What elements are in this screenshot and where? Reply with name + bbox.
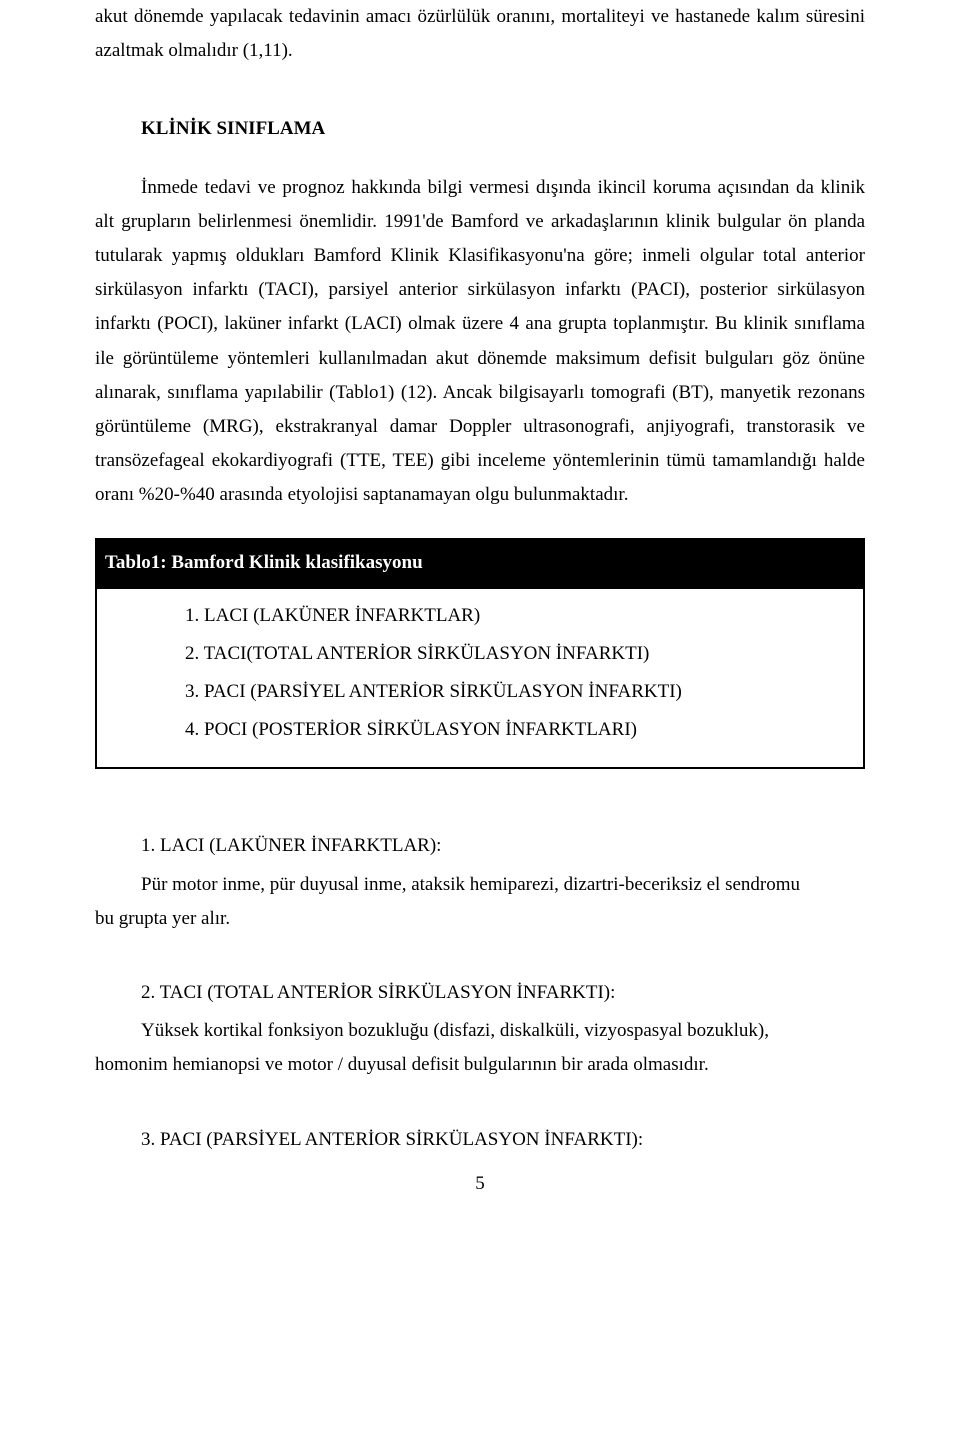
- table-body: 1. LACI (LAKÜNER İNFARKTLAR) 2. TACI(TOT…: [97, 589, 863, 768]
- sub-body-2-line2: homonim hemianopsi ve motor / duyusal de…: [95, 1048, 865, 1082]
- subsection-laci: 1. LACI (LAKÜNER İNFARKTLAR): Pür motor …: [95, 829, 865, 936]
- subsection-taci: 2. TACI (TOTAL ANTERİOR SİRKÜLASYON İNFA…: [95, 976, 865, 1083]
- sub-body-1-line1: Pür motor inme, pür duyusal inme, ataksi…: [95, 868, 865, 902]
- table-row: 4. POCI (POSTERİOR SİRKÜLASYON İNFARKTLA…: [105, 711, 855, 749]
- table-row: 2. TACI(TOTAL ANTERİOR SİRKÜLASYON İNFAR…: [105, 635, 855, 673]
- table-bamford: Tablo1: Bamford Klinik klasifikasyonu 1.…: [95, 538, 865, 769]
- sub-heading-3: 3. PACI (PARSİYEL ANTERİOR SİRKÜLASYON İ…: [95, 1123, 865, 1157]
- section-heading-klinik: KLİNİK SINIFLAMA: [95, 112, 865, 146]
- document-page: akut dönemde yapılacak tedavinin amacı ö…: [0, 0, 960, 1456]
- page-number: 5: [95, 1167, 865, 1201]
- subsection-paci: 3. PACI (PARSİYEL ANTERİOR SİRKÜLASYON İ…: [95, 1123, 865, 1157]
- table-row: 3. PACI (PARSİYEL ANTERİOR SİRKÜLASYON İ…: [105, 673, 855, 711]
- sub-body-2-line1: Yüksek kortikal fonksiyon bozukluğu (dis…: [95, 1014, 865, 1048]
- sub-heading-2: 2. TACI (TOTAL ANTERİOR SİRKÜLASYON İNFA…: [95, 976, 865, 1010]
- table-header: Tablo1: Bamford Klinik klasifikasyonu: [97, 540, 863, 588]
- table-row: 1. LACI (LAKÜNER İNFARKTLAR): [105, 597, 855, 635]
- intro-continued: akut dönemde yapılacak tedavinin amacı ö…: [95, 0, 865, 68]
- sub-heading-1: 1. LACI (LAKÜNER İNFARKTLAR):: [95, 829, 865, 863]
- sub-body-1-line2: bu grupta yer alır.: [95, 902, 865, 936]
- paragraph-klinik: İnmede tedavi ve prognoz hakkında bilgi …: [95, 171, 865, 513]
